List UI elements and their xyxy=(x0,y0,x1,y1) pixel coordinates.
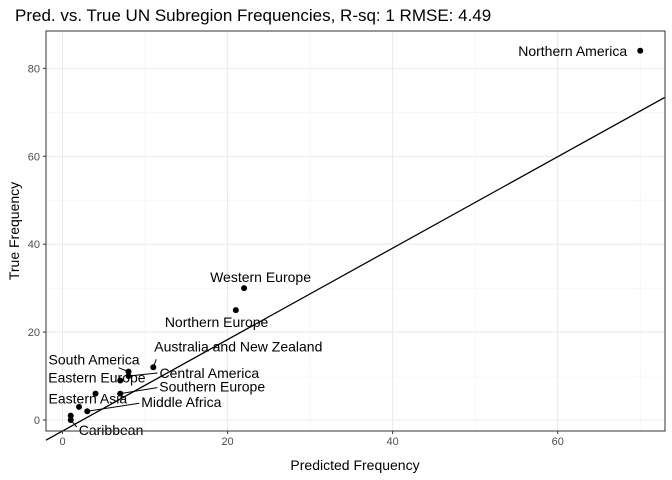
grid-major xyxy=(46,31,665,431)
y-tick-label: 0 xyxy=(34,415,40,427)
point-label: Western Europe xyxy=(210,269,311,285)
chart-title: Pred. vs. True UN Subregion Frequencies,… xyxy=(15,6,491,25)
point-label: South America xyxy=(49,352,140,368)
data-point xyxy=(637,47,644,54)
x-tick-label: 40 xyxy=(387,436,399,448)
label-leader-line xyxy=(128,372,158,377)
data-point xyxy=(92,390,99,397)
point-labels: Northern America Western Europe Northern E… xyxy=(48,43,627,438)
label-leader-line xyxy=(87,402,140,412)
point-label: Middle Africa xyxy=(141,394,221,410)
y-tick-label: 60 xyxy=(28,151,40,163)
data-point xyxy=(67,412,74,419)
data-point xyxy=(84,408,91,415)
data-point xyxy=(76,403,83,410)
label-leader-line xyxy=(120,387,158,395)
y-tick-label: 40 xyxy=(28,239,40,251)
data-point xyxy=(232,307,239,314)
data-point xyxy=(117,377,124,384)
point-label: Southern Europe xyxy=(159,379,265,395)
points-layer xyxy=(67,47,644,424)
x-axis-title: Predicted Frequency xyxy=(290,457,419,473)
panel-border xyxy=(45,30,666,432)
data-point xyxy=(150,364,157,371)
fit-line xyxy=(45,96,666,441)
data-point xyxy=(125,373,132,380)
data-point xyxy=(125,368,132,375)
data-point xyxy=(67,417,74,424)
point-label: Northern Europe xyxy=(165,314,269,330)
x-tick-label: 0 xyxy=(59,436,65,448)
y-axis-title: True Frequency xyxy=(6,182,22,280)
plot-panel xyxy=(46,31,665,431)
point-label: Eastern Europe xyxy=(48,369,145,385)
x-axis-ticks: 0 20 40 60 xyxy=(59,431,564,448)
point-label: Northern America xyxy=(518,43,627,59)
point-label: Central America xyxy=(160,365,260,381)
point-label: Eastern Asia xyxy=(49,391,128,407)
x-tick-label: 60 xyxy=(552,436,564,448)
data-point xyxy=(117,390,124,397)
x-tick-label: 20 xyxy=(221,436,233,448)
point-label: Caribbean xyxy=(79,422,144,438)
y-tick-label: 20 xyxy=(28,327,40,339)
fit-layer xyxy=(45,96,666,441)
data-point xyxy=(241,285,248,292)
y-axis-ticks: 0 20 40 60 80 xyxy=(28,63,46,427)
grid-minor xyxy=(46,31,665,431)
point-label: Australia and New Zealand xyxy=(154,338,322,354)
y-tick-label: 80 xyxy=(28,63,40,75)
